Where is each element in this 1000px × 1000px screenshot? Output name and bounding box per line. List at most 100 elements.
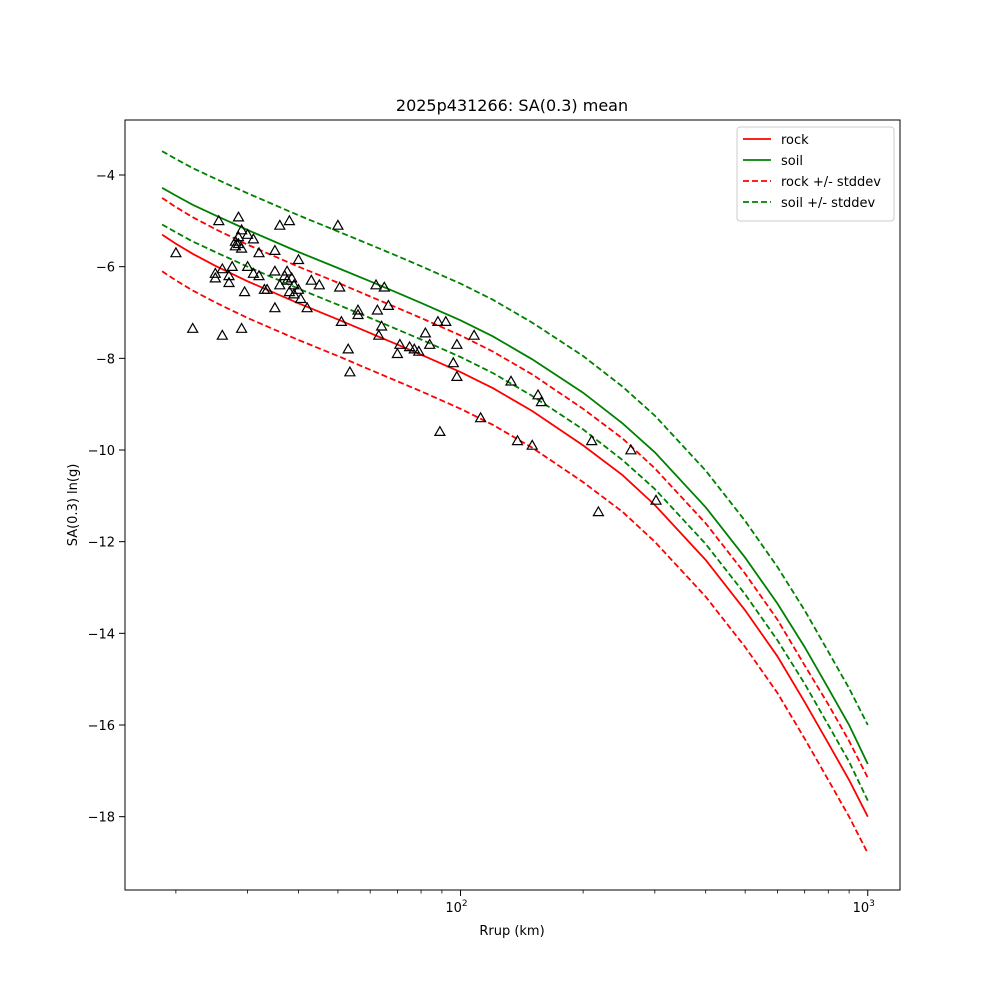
observation-point bbox=[241, 260, 254, 271]
observation-point bbox=[474, 411, 487, 423]
observation-point bbox=[369, 278, 383, 290]
observation-point bbox=[216, 262, 229, 274]
axis-ticks: 102 103 −18 −16 −14 −12 −10 −8 −6 −4 bbox=[88, 169, 875, 916]
observation-point bbox=[511, 434, 524, 446]
observation-point bbox=[235, 322, 248, 333]
y-tick-label: −10 bbox=[88, 444, 115, 459]
observation-point bbox=[403, 340, 416, 352]
observation-point bbox=[268, 265, 281, 276]
observation-point bbox=[649, 494, 663, 505]
observation-point bbox=[235, 242, 248, 253]
observation-point bbox=[342, 342, 355, 354]
observation-point bbox=[247, 232, 260, 244]
observation-point bbox=[232, 230, 245, 242]
y-tick-label: −18 bbox=[88, 811, 115, 826]
legend-label: soil +/- stddev bbox=[781, 196, 876, 211]
series-line-1 bbox=[161, 187, 869, 765]
observation-point bbox=[252, 269, 266, 281]
observation-point bbox=[283, 214, 296, 226]
legend: rock soil rock +/- stddev soil +/- stddev bbox=[736, 126, 895, 222]
observation-point bbox=[335, 315, 348, 326]
observation-point bbox=[261, 283, 274, 294]
x-axis-label: Rrup (km) bbox=[479, 924, 544, 939]
observation-point bbox=[447, 356, 460, 368]
y-tick-label: −14 bbox=[88, 627, 115, 642]
observation-point bbox=[232, 210, 245, 222]
observation-point bbox=[371, 303, 384, 315]
x-tick-label: 103 bbox=[853, 899, 875, 916]
observation-point bbox=[301, 301, 314, 313]
observation-point bbox=[450, 338, 463, 349]
plot-frame bbox=[124, 119, 901, 891]
observation-point bbox=[351, 308, 365, 320]
observation-point bbox=[372, 329, 385, 340]
observation-point bbox=[351, 303, 365, 315]
observation-point bbox=[535, 395, 548, 407]
observation-point bbox=[292, 283, 305, 294]
x-tick-label: 102 bbox=[445, 899, 467, 916]
legend-box bbox=[736, 126, 895, 222]
observation-point bbox=[313, 278, 326, 290]
observation-point bbox=[408, 342, 421, 354]
observation-point bbox=[450, 370, 463, 381]
observation-point bbox=[393, 338, 406, 349]
observation-point bbox=[624, 443, 637, 455]
observation-point bbox=[169, 246, 182, 258]
observation-point bbox=[391, 347, 404, 359]
legend-label: rock bbox=[781, 133, 809, 148]
observation-point bbox=[226, 260, 239, 271]
observation-point bbox=[252, 246, 266, 258]
legend-label: rock +/- stddev bbox=[781, 175, 881, 190]
series-line-0 bbox=[161, 233, 869, 818]
observation-point bbox=[268, 301, 281, 313]
observation-point bbox=[186, 322, 199, 333]
observation-point bbox=[283, 285, 296, 297]
y-tick-label: −8 bbox=[96, 352, 115, 367]
observation-point bbox=[209, 271, 222, 283]
observation-point bbox=[281, 274, 294, 285]
observation-point bbox=[419, 326, 432, 338]
observation-point bbox=[212, 214, 225, 226]
observation-point bbox=[305, 274, 318, 285]
chart-title: 2025p431266: SA(0.3) mean bbox=[396, 96, 628, 115]
observation-point bbox=[216, 329, 229, 340]
observation-point bbox=[273, 219, 286, 230]
observation-point bbox=[526, 439, 539, 450]
y-tick-label: −4 bbox=[96, 169, 115, 184]
series-line-3 bbox=[161, 270, 869, 854]
observation-point bbox=[222, 276, 236, 288]
observation-point bbox=[343, 365, 356, 377]
observation-point bbox=[292, 253, 305, 265]
y-tick-label: −16 bbox=[88, 719, 115, 734]
observation-point bbox=[504, 375, 518, 386]
observation-point bbox=[433, 425, 446, 436]
series-line-4 bbox=[161, 150, 869, 726]
observation-point bbox=[331, 219, 344, 230]
observation-point bbox=[431, 315, 444, 326]
observation-point bbox=[241, 228, 254, 239]
observation-point bbox=[285, 271, 298, 283]
observation-point bbox=[382, 299, 395, 310]
y-axis-label: SA(0.3) ln(g) bbox=[66, 464, 81, 547]
observation-point bbox=[468, 329, 481, 340]
observation-point bbox=[412, 345, 425, 356]
observation-point bbox=[235, 223, 248, 235]
observation-point bbox=[294, 292, 307, 304]
observation-point bbox=[268, 244, 281, 255]
observation-point bbox=[439, 315, 452, 326]
observation-point bbox=[423, 338, 436, 349]
observation-point bbox=[333, 281, 346, 292]
observation-point bbox=[247, 267, 260, 278]
observation-point bbox=[592, 505, 605, 517]
legend-label: soil bbox=[781, 154, 803, 169]
observation-point bbox=[531, 388, 545, 400]
series-line-5 bbox=[161, 223, 869, 801]
observation-point bbox=[238, 285, 251, 297]
observation-point bbox=[375, 320, 388, 331]
observation-point bbox=[378, 281, 391, 292]
y-tick-label: −12 bbox=[88, 536, 115, 551]
y-tick-label: −6 bbox=[96, 261, 115, 276]
observation-point bbox=[585, 434, 598, 446]
observation-point bbox=[222, 269, 236, 281]
